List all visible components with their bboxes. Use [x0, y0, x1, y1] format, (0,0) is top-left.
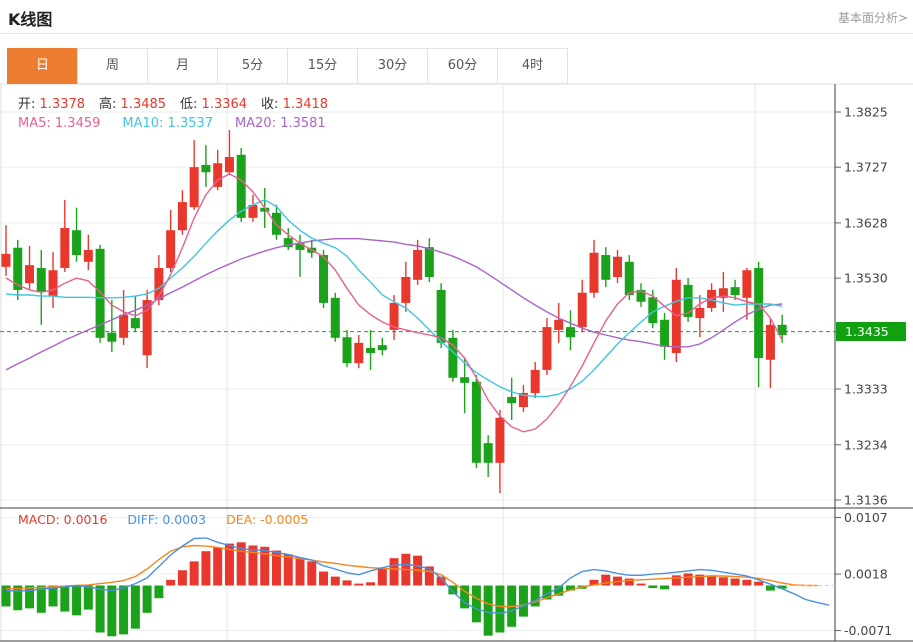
tab-interval-1[interactable]: 周: [77, 48, 148, 84]
svg-text:1.3530: 1.3530: [844, 271, 888, 286]
ma-legend: MA5: 1.3459 MA10: 1.3537 MA20: 1.3581: [18, 116, 348, 131]
tab-interval-0[interactable]: 日: [7, 48, 78, 84]
svg-text:-0.0071: -0.0071: [844, 623, 892, 638]
page-title: K线图: [8, 10, 53, 29]
title-divider: [0, 33, 913, 34]
svg-text:0.0018: 0.0018: [844, 567, 888, 582]
macd-legend-item-1: DIFF: 0.0003: [127, 512, 207, 527]
macd-legend-item-2: DEA: -0.0005: [226, 512, 309, 527]
svg-text:1.3825: 1.3825: [844, 105, 888, 120]
ohlc-legend-item-0: 开: 1.3378: [18, 97, 86, 112]
fundamental-analysis-link[interactable]: 基本面分析>: [837, 11, 908, 25]
tab-interval-2[interactable]: 月: [147, 48, 218, 84]
svg-text:1.3136: 1.3136: [844, 492, 888, 507]
tab-interval-5[interactable]: 30分: [357, 48, 428, 84]
ohlc-legend-item-3: 收: 1.3418: [261, 97, 329, 112]
svg-text:1.3628: 1.3628: [844, 215, 888, 230]
ohlc-legend: 开: 1.3378 高: 1.3485 低: 1.3364 收: 1.3418: [18, 93, 342, 112]
macd-legend: MACD: 0.0016 DIFF: 0.0003 DEA: -0.0005: [18, 512, 328, 527]
ohlc-legend-item-2: 低: 1.3364: [180, 97, 248, 112]
ma-legend-item-0: MA5: 1.3459: [18, 116, 101, 131]
interval-tabbar: 日周月 5分 15分 30分 60分 4时: [7, 48, 568, 84]
tab-interval-3[interactable]: 5分: [217, 48, 288, 84]
svg-text:1.3727: 1.3727: [844, 160, 888, 175]
svg-text:1.3333: 1.3333: [844, 382, 888, 397]
tab-interval-7[interactable]: 4时: [497, 48, 568, 84]
ma-legend-item-1: MA10: 1.3537: [122, 116, 214, 131]
svg-text:1.3234: 1.3234: [844, 437, 888, 452]
tab-interval-6[interactable]: 60分: [427, 48, 498, 84]
ma-legend-item-2: MA20: 1.3581: [235, 116, 326, 131]
svg-text:0.0107: 0.0107: [844, 510, 888, 525]
tab-interval-4[interactable]: 15分: [287, 48, 358, 84]
current-price-badge: 1.3435: [836, 322, 906, 342]
ohlc-legend-item-1: 高: 1.3485: [99, 97, 167, 112]
macd-legend-item-0: MACD: 0.0016: [18, 512, 108, 527]
